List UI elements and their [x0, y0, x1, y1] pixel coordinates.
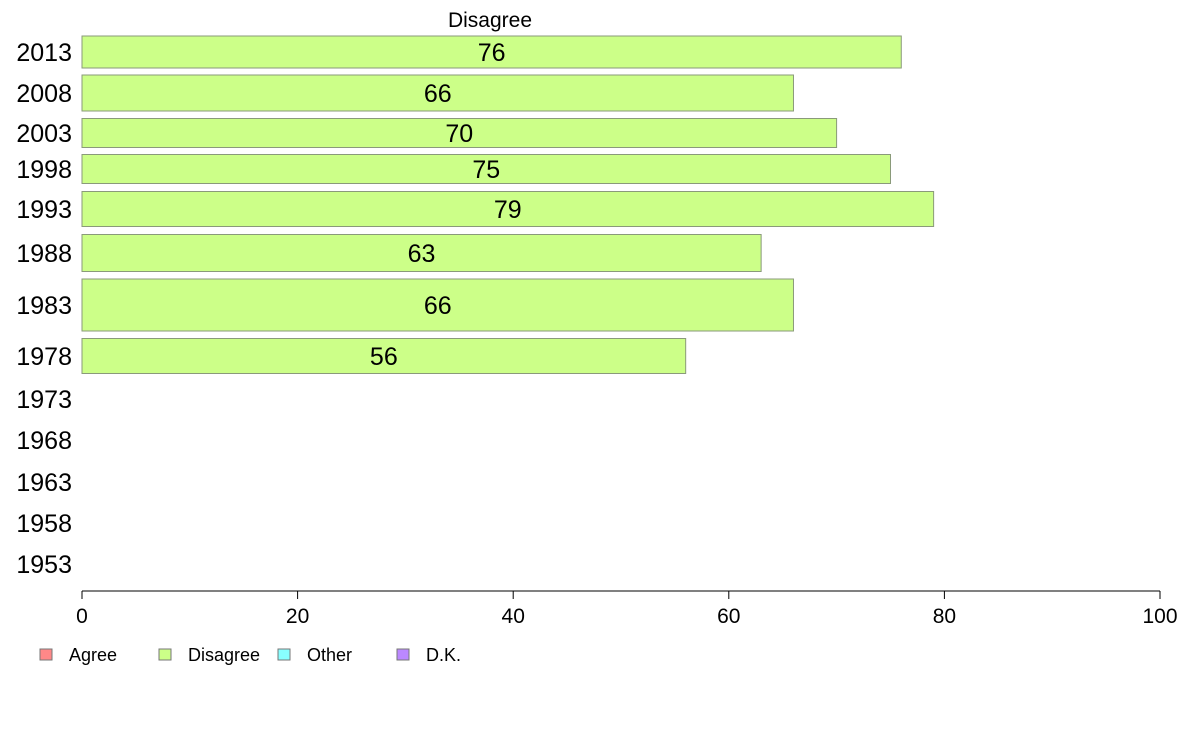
bars-group: 76 66 70 75 79 63 66 56	[81, 35, 935, 374]
y-tick-label: 1978	[16, 343, 72, 371]
y-tick-label: 2003	[16, 120, 72, 148]
y-tick-label: 1993	[16, 196, 72, 224]
y-tick-label: 1983	[16, 292, 72, 320]
bar	[81, 338, 687, 374]
y-tick-label: 1968	[16, 427, 72, 455]
x-axis: 0 20 40 60 80 100	[76, 590, 1178, 628]
bar-value-label: 75	[472, 156, 500, 184]
x-tick-label: 40	[502, 605, 525, 628]
legend-label: D.K.	[426, 645, 461, 665]
y-tick-label: 1988	[16, 240, 72, 268]
x-tick-label: 80	[933, 605, 956, 628]
bar	[81, 118, 838, 148]
bar-value-label: 66	[424, 80, 452, 108]
bar	[81, 278, 794, 332]
legend-swatch	[158, 648, 172, 661]
y-tick-label: 2008	[16, 80, 72, 108]
bar-value-label: 56	[370, 343, 398, 371]
bar	[81, 234, 762, 272]
x-tick-label: 0	[76, 605, 88, 628]
bar	[81, 35, 902, 69]
bar-value-label: 63	[408, 240, 436, 268]
y-axis-labels: 2013 2008 2003 1998 1993 1988 1983 1978 1973 1968…	[16, 39, 72, 579]
legend-label: Agree	[69, 645, 117, 665]
legend-swatch	[277, 648, 291, 661]
y-tick-label: 2013	[16, 39, 72, 67]
bar-value-label: 79	[494, 196, 522, 224]
bar-value-label: 76	[478, 39, 506, 67]
x-tick-label: 20	[286, 605, 309, 628]
legend-label: Other	[307, 645, 352, 665]
bar	[81, 191, 935, 227]
legend-label: Disagree	[188, 645, 260, 665]
legend-swatch	[396, 648, 410, 661]
y-tick-label: 1973	[16, 386, 72, 414]
y-tick-label: 1998	[16, 156, 72, 184]
bar	[81, 74, 794, 112]
y-tick-label: 1953	[16, 551, 72, 579]
chart-title: Disagree	[448, 9, 532, 32]
y-tick-label: 1963	[16, 469, 72, 497]
x-tick-label: 60	[717, 605, 740, 628]
x-tick-label: 100	[1142, 605, 1177, 628]
y-tick-label: 1958	[16, 510, 72, 538]
bar-value-label: 66	[424, 292, 452, 320]
legend: Agree Disagree Other D.K.	[39, 645, 461, 665]
bar-value-label: 70	[445, 120, 473, 148]
legend-swatch	[39, 648, 53, 661]
bar	[81, 154, 891, 184]
